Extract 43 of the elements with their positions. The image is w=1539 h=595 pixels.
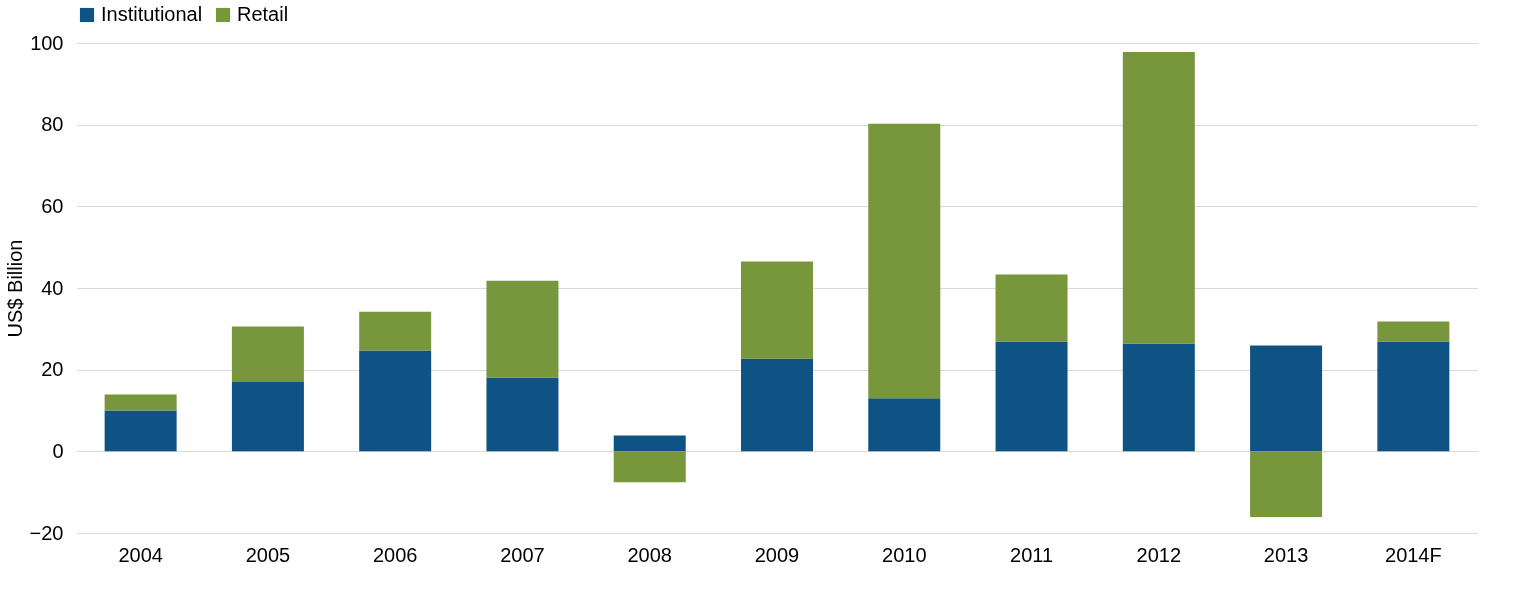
bar <box>868 398 941 452</box>
bar <box>868 123 941 399</box>
y-tick-label: −20 <box>29 521 64 544</box>
bar <box>995 274 1068 342</box>
bar <box>231 326 304 382</box>
bar <box>1122 51 1195 344</box>
legend-label: Retail <box>237 3 289 25</box>
x-tick-label: 2005 <box>245 543 291 566</box>
y-axis-title: US$ Billion <box>3 239 26 338</box>
y-tick-label: 20 <box>41 358 64 381</box>
x-tick-label: 2009 <box>754 543 800 566</box>
y-tick-label: 40 <box>41 276 64 299</box>
bar <box>995 341 1068 452</box>
bar <box>1250 451 1323 518</box>
bar <box>486 377 559 452</box>
x-tick-label: 2010 <box>882 543 927 566</box>
bar <box>1122 343 1195 452</box>
x-tick-label: 2013 <box>1263 543 1309 566</box>
y-tick-label: 100 <box>30 31 64 54</box>
bar <box>1377 341 1450 452</box>
y-tick-label: 0 <box>52 439 64 462</box>
bar <box>1377 321 1450 342</box>
legend-label: Institutional <box>101 3 203 25</box>
x-tick-label: 2014F <box>1385 543 1442 566</box>
bar <box>741 358 813 452</box>
bar <box>104 394 177 411</box>
y-tick-label: 60 <box>41 194 64 217</box>
x-tick-label: 2012 <box>1136 543 1182 566</box>
bar <box>359 350 432 452</box>
bar <box>1250 345 1323 452</box>
x-tick-label: 2006 <box>372 543 418 566</box>
x-tick-label: 2007 <box>500 543 545 566</box>
bar <box>613 451 686 483</box>
bar <box>104 410 177 452</box>
bar <box>613 435 686 452</box>
x-tick-label: 2008 <box>627 543 672 566</box>
y-tick-label: 80 <box>41 113 64 136</box>
bar <box>359 311 432 351</box>
bar <box>486 280 559 378</box>
bar <box>231 381 304 452</box>
x-tick-label: 2004 <box>118 543 163 566</box>
x-tick-label: 2011 <box>1010 543 1054 566</box>
bar <box>741 261 813 359</box>
